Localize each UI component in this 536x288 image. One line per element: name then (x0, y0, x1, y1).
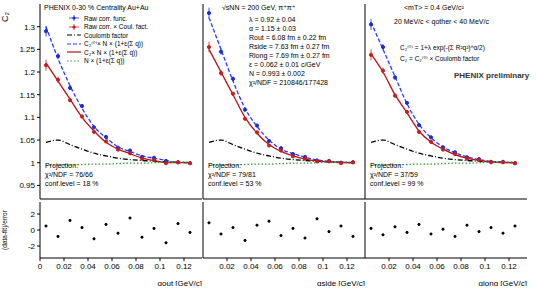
svg-text:0: 0 (31, 226, 36, 235)
svg-text:0.06: 0.06 (267, 262, 283, 271)
svg-text:0.04: 0.04 (243, 262, 259, 271)
html-text:N × (1+ε(Σ q)): N × (1+ε(Σ q)) (84, 57, 125, 65)
svg-text:0.08: 0.08 (128, 262, 144, 271)
svg-text:0.1: 0.1 (317, 262, 329, 271)
html-text:√sNN = 200 GeV, π⁺π⁺: √sNN = 200 GeV, π⁺π⁺ (222, 4, 296, 11)
html-text:χ²/NDF = 37/59: χ²/NDF = 37/59 (370, 171, 418, 178)
html-text:C₂: C₂ (0, 12, 10, 22)
html-text:(data-fit)/error: (data-fit)/error (1, 210, 8, 250)
svg-text:1.1: 1.1 (24, 113, 36, 122)
html-text:Projection:: Projection: (208, 162, 242, 169)
svg-text:1: 1 (31, 159, 36, 168)
html-text:conf.level = 53 %: conf.level = 53 % (208, 180, 262, 187)
html-text:conf.level = 18 %: conf.level = 18 % (45, 180, 99, 187)
svg-text:1.05: 1.05 (19, 136, 35, 145)
html-text:C₂ = C₂⁽⁰⁾ × Coulomb factor: C₂ = C₂⁽⁰⁾ × Coulomb factor (400, 55, 480, 62)
html-text:ε = 0.062 ± 0.01 c/GeV: ε = 0.062 ± 0.01 c/GeV (249, 61, 321, 68)
svg-text:qside [GeV/c]: qside [GeV/c] (317, 279, 365, 286)
html-text:PHENIX 0-30 % Centrality Au+Au: PHENIX 0-30 % Centrality Au+Au (44, 4, 149, 11)
html-text:C₂⁽⁰⁾× N × (1+ε(Σ q)): C₂⁽⁰⁾× N × (1+ε(Σ q)) (84, 39, 144, 47)
html-text:Projection:: Projection: (45, 162, 79, 169)
html-text:Rout = 6.08 fm ± 0.22 fm: Rout = 6.08 fm ± 0.22 fm (249, 34, 327, 41)
svg-text:0.95: 0.95 (19, 181, 35, 190)
html-text:C₂× N × (1+ε(Σ q)): C₂× N × (1+ε(Σ q)) (84, 48, 138, 56)
html-text:χ²/NDF = 210846/177428: χ²/NDF = 210846/177428 (249, 79, 328, 86)
html-text:20 MeV/c < qother < 40 MeV/c: 20 MeV/c < qother < 40 MeV/c (394, 18, 489, 25)
html-text:Raw corr. × Coul. fact.: Raw corr. × Coul. fact. (84, 23, 149, 31)
svg-text:qout [GeV/c]: qout [GeV/c] (158, 279, 202, 286)
svg-text:0.06: 0.06 (104, 262, 120, 271)
html-text:conf.level = 99 %: conf.level = 99 % (370, 180, 424, 187)
html-text:Coulomb factor: Coulomb factor (84, 31, 129, 39)
svg-text:0.06: 0.06 (429, 262, 445, 271)
html-text:Projection:: Projection: (370, 162, 404, 169)
svg-text:0.08: 0.08 (453, 262, 469, 271)
html-text:χ²/NDF = 79/81: χ²/NDF = 79/81 (208, 171, 256, 178)
svg-text:0.04: 0.04 (80, 262, 96, 271)
svg-text:0.02: 0.02 (219, 262, 235, 271)
svg-text:0.12: 0.12 (501, 262, 517, 271)
svg-text:0.02: 0.02 (381, 262, 397, 271)
svg-text:0.12: 0.12 (339, 262, 355, 271)
html-text:λ = 0.92 ± 0.04: λ = 0.92 ± 0.04 (249, 16, 296, 23)
svg-text:1.2: 1.2 (24, 68, 36, 77)
svg-text:0.02: 0.02 (56, 262, 72, 271)
html-text:C₂⁽⁰⁾ = 1+λ exp(-(Σ R²q²)^α/2): C₂⁽⁰⁾ = 1+λ exp(-(Σ R²q²)^α/2) (400, 44, 485, 51)
html-text:N = 0.993 ± 0.002: N = 0.993 ± 0.002 (249, 70, 305, 77)
html-text:<mT> = 0.4 GeV/c²: <mT> = 0.4 GeV/c² (404, 4, 464, 11)
html-text:PHENIX preliminary: PHENIX preliminary (454, 71, 530, 80)
html-text:α = 1.15 ± 0.03: α = 1.15 ± 0.03 (249, 25, 296, 32)
html-text:Rlong = 7.69 fm ± 0.27 fm: Rlong = 7.69 fm ± 0.27 fm (249, 52, 330, 59)
svg-text:1.15: 1.15 (19, 91, 35, 100)
svg-text:1.25: 1.25 (19, 45, 35, 54)
svg-text:0.08: 0.08 (291, 262, 307, 271)
svg-text:0: 0 (38, 262, 43, 271)
svg-text:0.04: 0.04 (405, 262, 421, 271)
svg-text:0.1: 0.1 (154, 262, 166, 271)
svg-text:-2: -2 (28, 242, 36, 251)
svg-text:qlong [GeV/c]: qlong [GeV/c] (479, 279, 527, 286)
svg-text:1.3: 1.3 (24, 23, 36, 32)
svg-text:0.1: 0.1 (479, 262, 491, 271)
svg-text:0.12: 0.12 (176, 262, 192, 271)
svg-text:2: 2 (31, 210, 36, 219)
html-text:χ²/NDF = 76/66: χ²/NDF = 76/66 (45, 171, 93, 178)
html-text:Rside = 7.63 fm ± 0.27 fm: Rside = 7.63 fm ± 0.27 fm (249, 43, 330, 50)
html-text:Raw corr. func.: Raw corr. func. (84, 14, 128, 22)
